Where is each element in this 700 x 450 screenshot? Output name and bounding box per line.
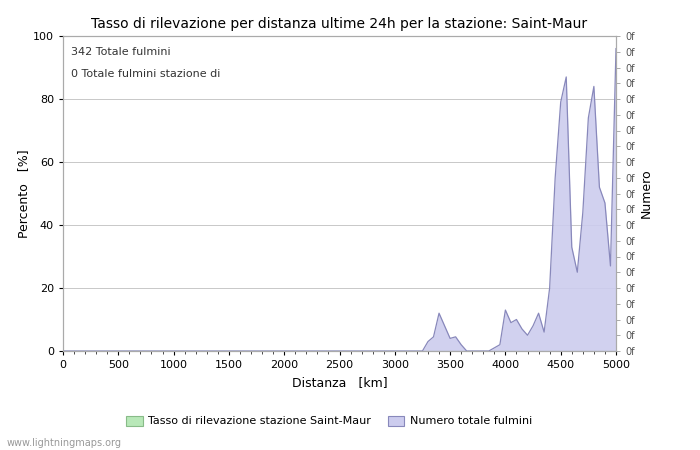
X-axis label: Distanza   [km]: Distanza [km] <box>292 376 387 389</box>
Text: 342 Totale fulmini: 342 Totale fulmini <box>71 47 171 57</box>
Y-axis label: Numero: Numero <box>640 169 653 218</box>
Y-axis label: Percento   [%]: Percento [%] <box>18 149 30 238</box>
Text: www.lightningmaps.org: www.lightningmaps.org <box>7 438 122 448</box>
Title: Tasso di rilevazione per distanza ultime 24h per la stazione: Saint-Maur: Tasso di rilevazione per distanza ultime… <box>92 17 587 31</box>
Legend: Tasso di rilevazione stazione Saint-Maur, Numero totale fulmini: Tasso di rilevazione stazione Saint-Maur… <box>121 411 537 431</box>
Text: 0 Totale fulmini stazione di: 0 Totale fulmini stazione di <box>71 69 220 79</box>
